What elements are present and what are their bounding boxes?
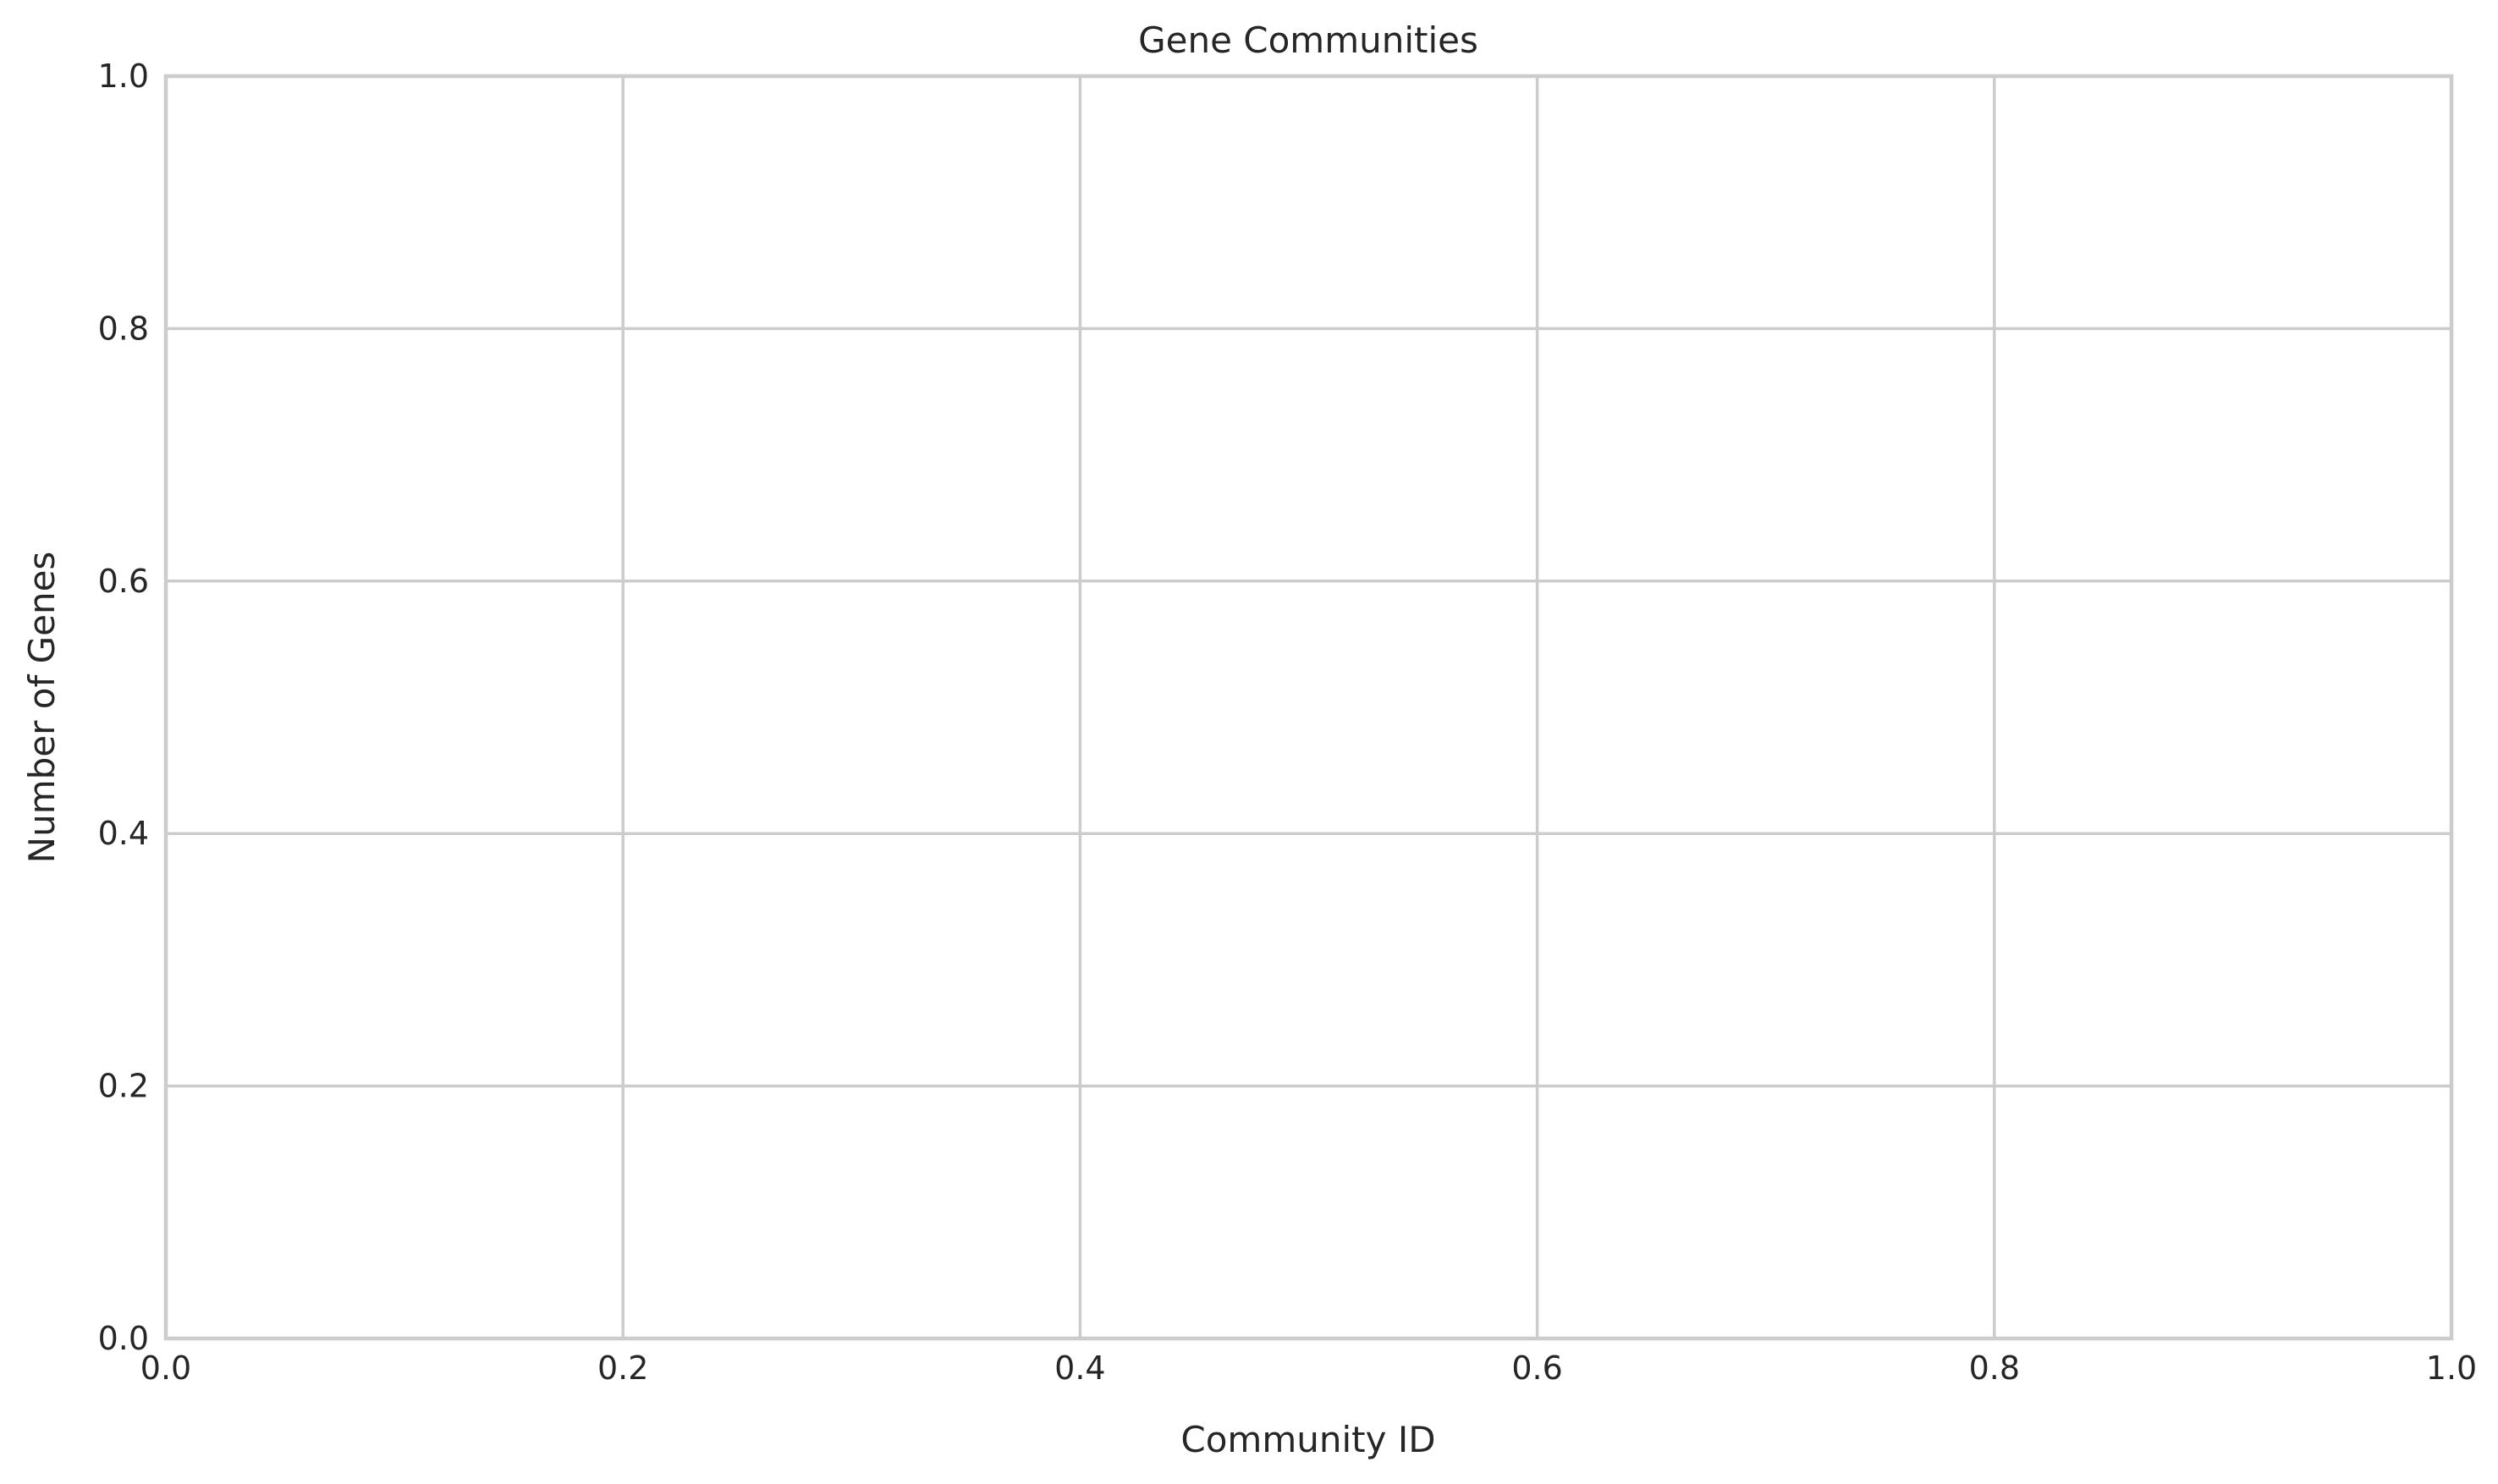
x-tick-label: 0.0 bbox=[140, 1349, 191, 1387]
x-tick-label: 0.4 bbox=[1054, 1349, 1105, 1387]
y-tick-label: 0.6 bbox=[98, 563, 149, 600]
plot-frame bbox=[163, 74, 2454, 1341]
y-tick-label: 0.0 bbox=[98, 1320, 149, 1357]
y-tick-label: 0.4 bbox=[98, 815, 149, 852]
x-tick-labels: 0.0 0.2 0.4 0.6 0.8 1.0 bbox=[140, 1349, 2477, 1387]
y-tick-label: 1.0 bbox=[98, 58, 149, 95]
y-tick-label: 0.2 bbox=[98, 1068, 149, 1105]
x-tick-label: 0.8 bbox=[1969, 1349, 2020, 1387]
y-tick-label: 0.8 bbox=[98, 310, 149, 347]
x-tick-label: 1.0 bbox=[2426, 1349, 2477, 1387]
y-tick-labels: 0.0 0.2 0.4 0.6 0.8 1.0 bbox=[98, 58, 149, 1357]
plot-background bbox=[166, 76, 2451, 1338]
x-tick-label: 0.6 bbox=[1511, 1349, 1562, 1387]
y-axis-label: Number of Genes bbox=[21, 552, 63, 864]
x-axis-label: Community ID bbox=[1180, 1419, 1435, 1460]
x-tick-label: 0.2 bbox=[597, 1349, 648, 1387]
chart-title: Gene Communities bbox=[1138, 19, 1478, 61]
